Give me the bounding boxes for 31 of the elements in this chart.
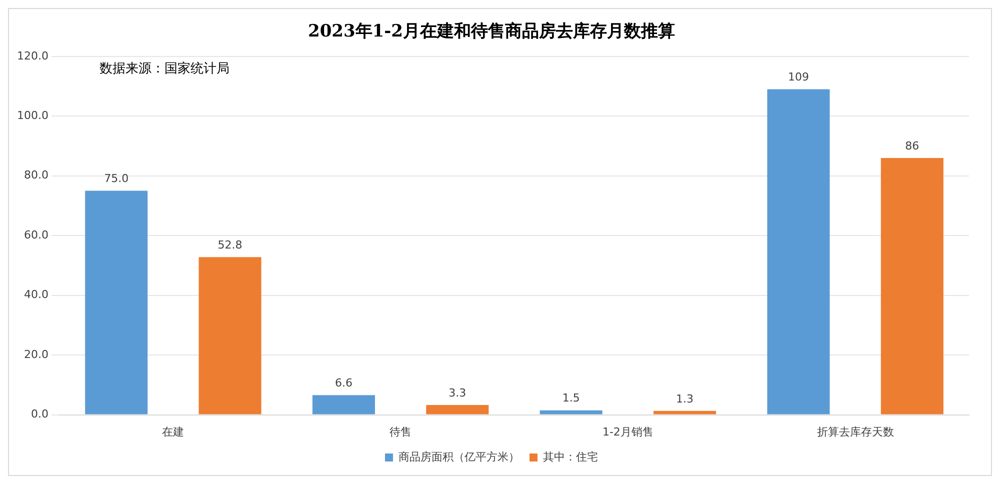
legend-label: 商品房面积（亿平方米）: [398, 450, 520, 464]
y-tick-label: 20.0: [24, 348, 48, 361]
x-tick-label: 折算去库存天数: [816, 425, 894, 438]
data-label: 86: [905, 139, 920, 152]
y-tick-label: 60.0: [24, 228, 48, 242]
x-tick-label: 待售: [390, 425, 412, 438]
y-tick-label: 100.0: [16, 108, 48, 122]
x-tick-label: 在建: [162, 425, 184, 438]
bar: [654, 410, 716, 414]
bar: [767, 89, 830, 414]
bar: [426, 404, 489, 414]
data-label: 52.8: [218, 238, 242, 252]
y-tick-label: 40.0: [24, 288, 48, 302]
bar: [85, 190, 148, 414]
data-label: 1.5: [562, 392, 580, 405]
bar: [880, 158, 944, 414]
chart-title: 2023年1-2月在建和待售商品房去库存月数推算: [308, 22, 676, 42]
data-label: 109: [788, 70, 809, 84]
data-label: 1.3: [676, 392, 694, 406]
bar: [312, 395, 375, 414]
data-label: 75.0: [104, 172, 129, 186]
x-tick-label: 1-2月销售: [602, 425, 654, 438]
data-label: 3.3: [448, 386, 466, 400]
bar: [540, 410, 602, 414]
y-tick-label: 0.0: [30, 408, 48, 421]
legend-label: 其中：住宅: [543, 450, 598, 464]
y-tick-label: 120.0: [16, 49, 48, 62]
data-label: 6.6: [334, 376, 352, 390]
annotation: 数据来源：国家统计局: [99, 60, 230, 76]
bar: [198, 257, 262, 414]
y-tick-label: 80.0: [24, 168, 48, 182]
